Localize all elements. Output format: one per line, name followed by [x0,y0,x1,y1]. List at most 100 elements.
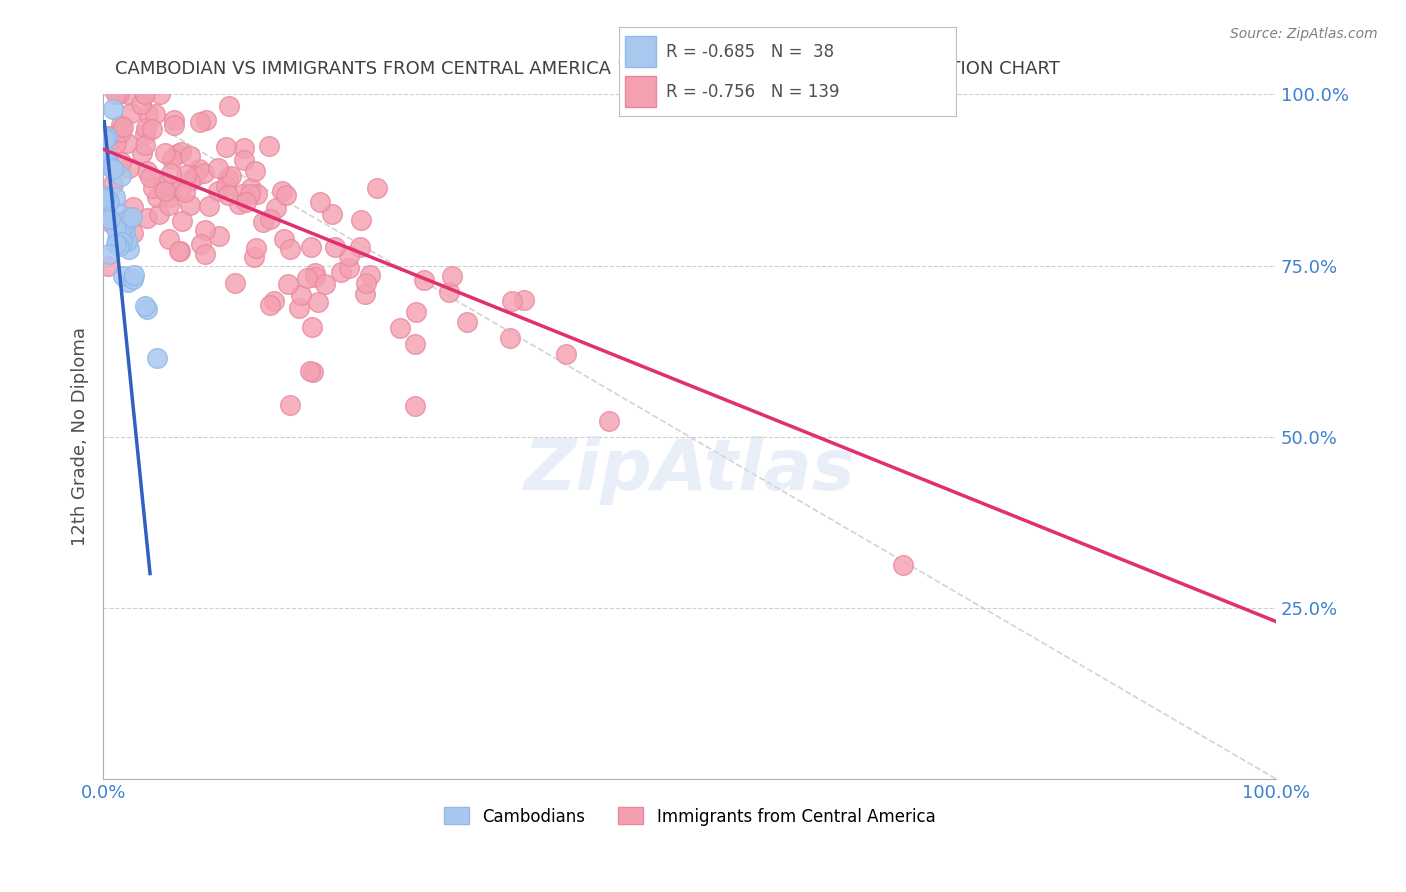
Point [115,136,138,151]
Point [257,138,280,153]
Point [112,269,135,284]
Point [146,189,169,203]
Point [299,240,322,254]
Point [224,276,246,290]
Point [104,216,127,230]
Point [413,273,436,287]
Point [94,191,117,205]
Point [117,235,139,249]
Point [263,293,285,308]
Point [136,302,159,317]
Point [554,347,576,361]
Point [108,238,131,252]
Point [499,331,522,345]
Point [274,187,297,202]
Point [243,163,266,178]
Point [93,198,115,212]
Point [98,215,121,229]
Point [179,149,201,163]
Bar [626,76,655,107]
Point [278,242,301,256]
Point [104,189,127,203]
Point [96,129,118,144]
Point [388,321,411,335]
Y-axis label: 12th Grade, No Diploma: 12th Grade, No Diploma [72,327,89,546]
Point [93,206,115,220]
Point [110,169,132,183]
Point [167,244,190,259]
Point [235,195,257,210]
Point [121,210,143,224]
Point [142,181,165,195]
Point [513,293,536,307]
Point [117,210,139,224]
Point [118,242,141,256]
Point [98,211,121,226]
Point [108,225,131,239]
Point [366,181,388,195]
Point [97,153,120,167]
Point [112,120,135,134]
Point [405,305,427,319]
Point [134,299,156,313]
Point [174,168,197,182]
Point [134,127,156,141]
Point [121,200,143,214]
Point [114,214,136,228]
Point [145,107,167,121]
Point [114,224,136,238]
Point [188,115,211,129]
Point [598,414,620,428]
Point [94,148,117,162]
Point [278,398,301,412]
Point [232,153,254,167]
Point [195,112,218,127]
Point [169,244,191,258]
Text: R = -0.685   N =  38: R = -0.685 N = 38 [666,43,834,61]
Point [136,107,159,121]
Point [245,241,267,255]
Point [266,201,288,215]
Point [277,277,299,292]
Point [217,170,239,185]
Point [163,113,186,128]
Point [97,197,120,211]
Point [179,198,201,212]
Text: R = -0.756   N = 139: R = -0.756 N = 139 [666,83,839,101]
Point [273,232,295,246]
Point [105,233,128,247]
Point [136,164,159,178]
Point [179,174,201,188]
Point [108,207,131,221]
Point [330,265,353,279]
Bar [626,36,655,67]
Point [299,364,322,378]
Point [134,87,156,102]
Point [314,277,336,292]
Point [337,260,360,275]
Point [349,240,371,254]
Point [218,99,240,113]
Point [134,87,156,102]
Point [302,366,325,380]
Point [231,186,253,201]
Point [149,87,172,102]
Point [208,229,231,244]
Point [440,269,463,284]
Point [238,186,260,201]
Point [110,118,132,132]
Point [110,155,132,169]
Point [170,145,193,160]
Point [240,181,263,195]
Point [891,558,914,572]
Point [141,121,163,136]
Point [501,294,523,309]
Point [404,337,426,351]
Point [194,247,217,261]
Point [349,213,371,227]
Point [252,215,274,229]
Point [159,178,181,192]
Point [439,285,461,300]
Point [295,271,318,285]
Point [108,87,131,102]
